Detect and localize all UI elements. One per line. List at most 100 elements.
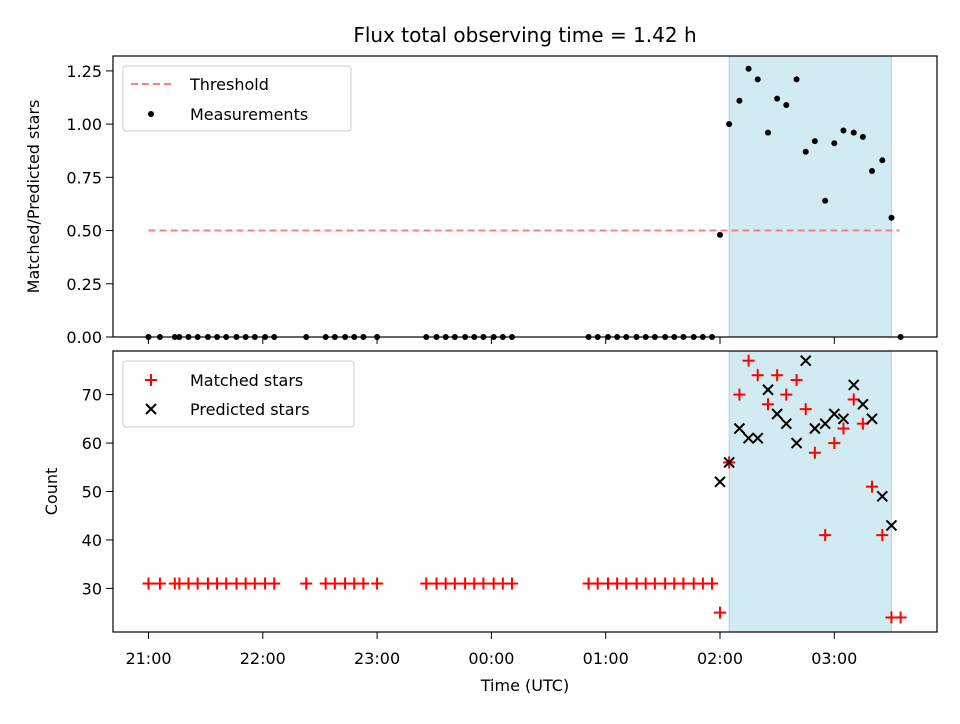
y-tick-label: 50 (82, 483, 102, 502)
predicted-stars-point (714, 476, 726, 488)
matched-stars-point (742, 354, 755, 367)
matched-stars-point (620, 577, 633, 590)
matched-stars-point (677, 577, 690, 590)
matched-stars-point (762, 398, 775, 411)
predicted-stars-point (752, 432, 764, 444)
predicted-legend-swatch (145, 403, 157, 415)
predicted-stars-point (790, 437, 803, 449)
matched-stars-point (837, 422, 850, 435)
matched-stars-point (357, 577, 370, 590)
measurement-point (850, 129, 857, 136)
count-panel-ylabel: Count (42, 468, 61, 516)
y-tick-label: 0.50 (66, 222, 102, 241)
observing-window-shade (728, 350, 892, 633)
predicted-stars-point (819, 417, 831, 430)
matched-stars-point (780, 388, 793, 401)
measurement-point (726, 121, 733, 128)
y-tick-label: 0.00 (66, 328, 102, 347)
matched-stars-point (268, 577, 281, 590)
measurement-point (774, 95, 781, 102)
y-tick-label: 70 (82, 386, 102, 405)
matched-stars-point (733, 388, 746, 401)
predicted-stars-point (742, 432, 755, 444)
measurement-point (754, 76, 761, 83)
matched-stars-point (142, 577, 155, 590)
matched-stars-point (828, 437, 841, 450)
predicted-stars-point (762, 384, 774, 396)
predicted-legend-label: Predicted stars (190, 400, 310, 419)
observing-window-shade (728, 55, 892, 338)
matched-stars-point (505, 577, 518, 590)
y-tick-label: 60 (82, 434, 102, 453)
y-tick-label: 0.75 (66, 168, 102, 187)
measurement-point (822, 197, 829, 204)
y-tick-label: 30 (82, 579, 102, 598)
matched-stars-point (799, 403, 812, 416)
x-tick-label: 00:00 (468, 649, 514, 668)
matched-stars-point (648, 577, 661, 590)
matched-stars-point (220, 577, 233, 590)
measurements-legend-swatch (148, 111, 154, 117)
predicted-stars-point (771, 408, 783, 420)
y-tick-label: 40 (82, 531, 102, 550)
count-legend: Matched stars Predicted stars (122, 360, 355, 428)
measurement-point (869, 167, 876, 174)
measurement-point (811, 138, 818, 145)
measurement-point (793, 76, 800, 83)
count-panel: 30 40 50 60 70 21:00 22:00 23:00 00:00 01:00 02:0… (42, 350, 938, 668)
measurement-point (840, 127, 847, 134)
matched-stars-point (248, 577, 261, 590)
matched-stars-point (153, 577, 166, 590)
matched-stars-point (751, 369, 764, 382)
matched-stars-point (819, 529, 832, 542)
matched-stars-point (477, 577, 490, 590)
matched-stars-point (705, 577, 718, 590)
matched-stars-point (771, 369, 784, 382)
chart-title: Flux total observing time = 1.42 h (353, 23, 696, 47)
x-tick-label: 02:00 (697, 649, 743, 668)
measurement-point (879, 157, 886, 164)
measurement-point (888, 214, 895, 221)
ratio-panel-ylabel: Matched/Predicted stars (24, 100, 43, 294)
y-tick-label: 1.25 (66, 62, 102, 81)
matched-stars-point (448, 577, 461, 590)
ratio-panel-frame (112, 55, 938, 338)
matched-legend-label: Matched stars (190, 371, 303, 390)
predicted-stars-point (866, 413, 878, 425)
y-tick-label: 1.00 (66, 115, 102, 134)
predicted-stars-point (828, 408, 841, 420)
matched-stars-point (876, 529, 889, 542)
matched-stars-point (790, 374, 803, 387)
x-tick-label: 01:00 (583, 649, 629, 668)
measurement-point (783, 101, 790, 108)
measurement-point (736, 97, 743, 104)
predicted-stars-point (848, 379, 860, 391)
matched-stars-point (191, 577, 204, 590)
count-panel-frame (112, 350, 938, 633)
matched-stars-point (866, 480, 879, 493)
measurement-point (859, 133, 866, 140)
matched-stars-point (300, 577, 313, 590)
matched-stars-point (591, 577, 604, 590)
matched-stars-point (371, 577, 384, 590)
predicted-stars-point (733, 422, 746, 435)
predicted-stars-point (885, 519, 898, 532)
matched-stars-point (808, 446, 821, 459)
x-tick-label: 22:00 (240, 649, 286, 668)
matched-stars-point (420, 577, 433, 590)
measurement-point (745, 65, 752, 72)
x-tick-label: 23:00 (354, 649, 400, 668)
measurements-legend-label: Measurements (190, 105, 308, 124)
count-legend-box (122, 360, 355, 428)
measurement-point (831, 140, 838, 147)
ratio-panel: 0.00 0.25 0.50 0.75 1.00 1.25 Matched/Predict… (24, 55, 938, 347)
x-tick-label: 03:00 (811, 649, 857, 668)
matched-stars-point (894, 611, 907, 624)
predicted-stars-point (800, 354, 812, 367)
predicted-stars-point (857, 398, 869, 411)
matched-stars-point (328, 577, 341, 590)
measurement-point (765, 129, 772, 136)
x-tick-label: 21:00 (125, 649, 171, 668)
ratio-legend-box (122, 65, 352, 132)
